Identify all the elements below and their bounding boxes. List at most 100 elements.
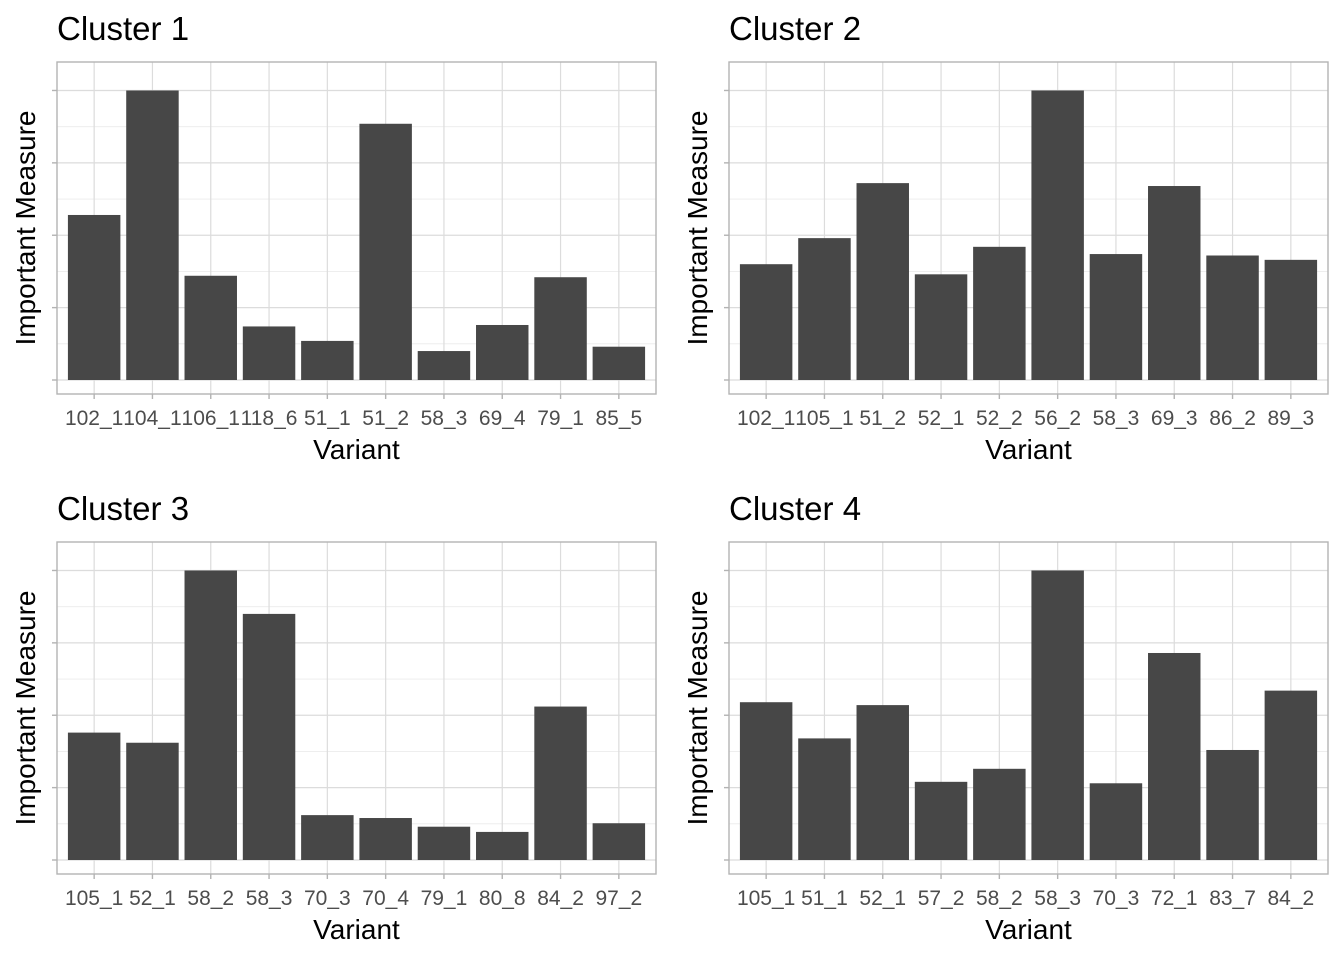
x-tick-label: 51_1 (304, 407, 351, 430)
x-tick-label: 51_1 (801, 887, 848, 910)
x-tick-label: 105_1 (795, 407, 853, 430)
bar-80_8 (476, 831, 529, 860)
bar-58_3 (242, 613, 296, 860)
x-tick-label: 58_3 (1093, 407, 1140, 430)
x-tick-label: 104_1 (123, 407, 181, 430)
bar-84_2 (1264, 690, 1318, 860)
bar-58_2 (973, 768, 1026, 860)
x-tick-label: 70_3 (1093, 887, 1140, 910)
panel-border (56, 61, 657, 395)
x-tick-label: 85_5 (595, 407, 642, 430)
bar-102_1 (67, 214, 121, 380)
bar-79_1 (534, 277, 587, 380)
x-tick-label: 52_1 (918, 407, 965, 430)
x-tick-label: 58_3 (246, 887, 293, 910)
bar-58_3 (417, 351, 471, 380)
bar-52_1 (856, 705, 909, 860)
x-tick-label: 58_2 (187, 887, 234, 910)
bar-69_3 (1148, 186, 1201, 380)
bar-70_3 (1089, 783, 1143, 860)
cluster-panel-3: 105_1 52_1 58_2 58_3 70_3 70_4 79_1 80_8 84_2 97_… (10, 490, 657, 945)
bar-72_1 (1148, 652, 1201, 860)
bar-51_1 (301, 340, 354, 380)
y-axis-title: Important Measure (10, 591, 41, 826)
x-tick-label: 106_1 (182, 407, 240, 430)
x-tick-label: 56_2 (1034, 407, 1081, 430)
x-tick-label: 79_1 (537, 407, 584, 430)
cluster-panel-4: 105_1 51_1 52_1 57_2 58_2 58_3 70_3 72_1 83_7 84_… (682, 490, 1329, 945)
x-tick-label: 52_1 (129, 887, 176, 910)
x-tick-label: 79_1 (421, 887, 468, 910)
bar-70_3 (301, 815, 354, 860)
bar-97_2 (592, 823, 646, 860)
bar-58_3 (1089, 254, 1143, 380)
bar-89_3 (1264, 259, 1318, 380)
x-axis-title: Variant (313, 914, 400, 945)
bar-83_7 (1206, 749, 1259, 860)
bar-70_4 (359, 818, 412, 860)
x-axis-title: Variant (985, 914, 1072, 945)
x-tick-label: 58_2 (976, 887, 1023, 910)
x-tick-label: 118_6 (241, 407, 298, 430)
x-tick-label: 70_4 (362, 887, 409, 910)
bar-51_2 (359, 123, 412, 381)
bar-57_2 (914, 781, 968, 860)
bar-105_1 (739, 702, 793, 860)
y-axis-title: Important Measure (10, 111, 41, 346)
bar-52_1 (126, 742, 179, 860)
x-tick-label: 86_2 (1209, 407, 1256, 430)
x-tick-label: 58_3 (1034, 887, 1081, 910)
x-tick-label: 70_3 (304, 887, 351, 910)
bar-118_6 (242, 326, 296, 380)
panel-border (728, 61, 1329, 395)
x-tick-label: 52_2 (976, 407, 1023, 430)
x-tick-label: 84_2 (1267, 887, 1314, 910)
x-tick-label: 69_3 (1151, 407, 1198, 430)
panel-title: Cluster 4 (729, 490, 861, 527)
x-tick-label: 89_3 (1267, 407, 1314, 430)
bar-86_2 (1206, 255, 1259, 380)
cluster-panel-2: 102_1 105_1 51_2 52_1 52_2 56_2 58_3 69_3 86_2 89… (682, 10, 1329, 465)
x-tick-label: 80_8 (479, 887, 526, 910)
x-tick-label: 57_2 (918, 887, 965, 910)
bar-56_2 (1031, 90, 1084, 380)
bar-79_1 (417, 826, 471, 860)
bar-85_5 (592, 346, 646, 380)
x-tick-label: 105_1 (737, 887, 795, 910)
x-tick-label: 97_2 (595, 887, 642, 910)
x-tick-label: 102_1 (737, 407, 795, 430)
y-axis-title: Important Measure (682, 111, 713, 346)
bar-104_1 (126, 90, 179, 380)
bar-84_2 (534, 706, 587, 860)
x-tick-label: 58_3 (421, 407, 468, 430)
x-tick-label: 83_7 (1209, 887, 1256, 910)
bar-102_1 (739, 264, 793, 380)
y-axis-title: Important Measure (682, 591, 713, 826)
bar-69_4 (476, 324, 529, 380)
panel-title: Cluster 1 (57, 10, 189, 47)
panel-title: Cluster 3 (57, 490, 189, 527)
x-tick-label: 72_1 (1151, 887, 1198, 910)
x-tick-label: 51_2 (859, 407, 906, 430)
bar-106_1 (184, 275, 237, 380)
x-tick-label: 102_1 (65, 407, 123, 430)
bar-58_3 (1031, 570, 1084, 860)
x-axis-title: Variant (985, 434, 1072, 465)
bar-51_2 (856, 183, 909, 380)
bar-51_1 (798, 738, 851, 860)
x-tick-label: 84_2 (537, 887, 584, 910)
panel-border (728, 541, 1329, 875)
bar-52_1 (914, 274, 968, 380)
bar-52_2 (973, 246, 1026, 380)
x-tick-label: 52_1 (859, 887, 906, 910)
x-tick-label: 51_2 (362, 407, 409, 430)
panel-border (56, 541, 657, 875)
bar-105_1 (798, 238, 851, 380)
panel-title: Cluster 2 (729, 10, 861, 47)
bar-105_1 (67, 732, 121, 860)
x-tick-label: 69_4 (479, 407, 526, 430)
bar-58_2 (184, 570, 237, 860)
cluster-panel-1: 102_1 104_1 106_1 118_6 51_1 51_2 58_3 69_4 79_1… (10, 10, 657, 465)
x-tick-label: 105_1 (65, 887, 123, 910)
